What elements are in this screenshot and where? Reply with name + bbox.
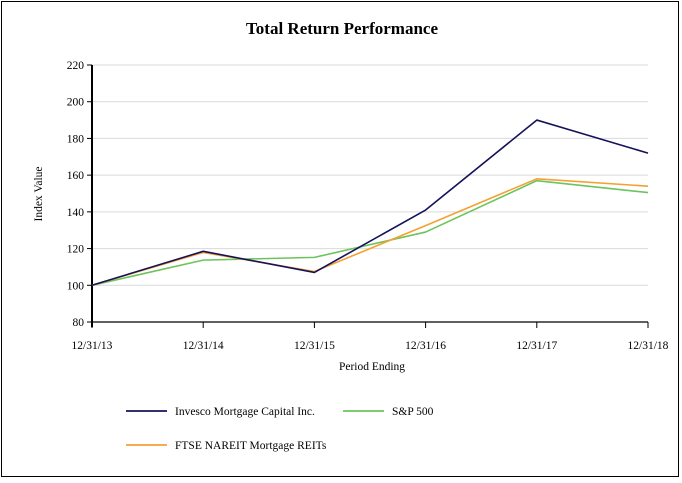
x-tick-labels: 12/31/13 12/31/14 12/31/15 12/31/16 12/31/17… <box>72 340 669 352</box>
x-tick-label: 12/31/17 <box>516 340 557 352</box>
line-chart: Total Return Performance 80 100 120 140 160 1… <box>33 19 669 452</box>
legend-label: S&P 500 <box>392 406 434 418</box>
x-tick-label: 12/31/14 <box>183 340 224 352</box>
x-tick-label: 12/31/13 <box>72 340 113 352</box>
series-lines <box>91 119 649 287</box>
legend-entry: S&P 500 <box>343 406 434 418</box>
y-tick-labels: 80 100 120 140 160 180 200 220 <box>67 60 85 329</box>
series-line-ftse-nareit-mortgage-reits <box>91 178 649 287</box>
y-tick-label: 80 <box>73 317 85 329</box>
legend-label: FTSE NAREIT Mortgage REITs <box>175 440 327 452</box>
y-tick-label: 220 <box>67 60 85 72</box>
y-tick-label: 140 <box>67 207 85 219</box>
x-axis-label: Period Ending <box>339 361 405 373</box>
series-line-invesco-mortgage-capital-inc <box>91 119 649 287</box>
legend-entry: Invesco Mortgage Capital Inc. <box>126 406 315 418</box>
gridlines <box>92 64 648 286</box>
x-tick-label: 12/31/18 <box>628 340 669 352</box>
chart-title: Total Return Performance <box>246 19 438 38</box>
y-tick-label: 120 <box>67 244 85 256</box>
y-tick-label: 200 <box>67 97 85 109</box>
y-axis-label: Index Value <box>33 166 45 221</box>
chart-frame: Total Return Performance 80 100 120 140 160 1… <box>1 1 679 477</box>
legend-label: Invesco Mortgage Capital Inc. <box>175 406 315 418</box>
x-tick-label: 12/31/15 <box>294 340 335 352</box>
x-tick-label: 12/31/16 <box>405 340 446 352</box>
y-tick-label: 100 <box>67 280 85 292</box>
legend: Invesco Mortgage Capital Inc. S&P 500 FTSE… <box>126 406 434 452</box>
y-tick-label: 160 <box>67 170 85 182</box>
series-line-s-p-500 <box>91 179 649 287</box>
axes <box>87 64 649 328</box>
y-tick-label: 180 <box>67 133 85 145</box>
legend-entry: FTSE NAREIT Mortgage REITs <box>126 440 327 452</box>
